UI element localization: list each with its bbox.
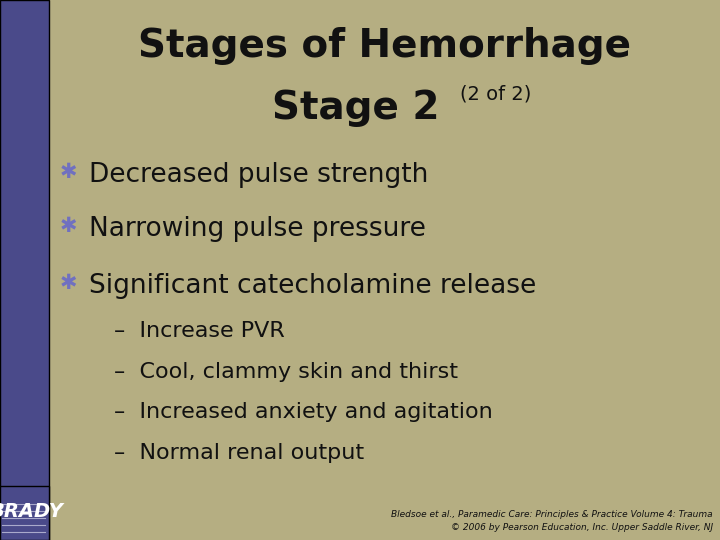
Text: –  Normal renal output: – Normal renal output [114, 443, 364, 463]
Text: Narrowing pulse pressure: Narrowing pulse pressure [89, 216, 426, 242]
Text: –  Increased anxiety and agitation: – Increased anxiety and agitation [114, 402, 492, 422]
Text: Decreased pulse strength: Decreased pulse strength [89, 162, 428, 188]
FancyBboxPatch shape [0, 486, 49, 540]
Text: –  Cool, clammy skin and thirst: – Cool, clammy skin and thirst [114, 362, 458, 382]
Text: (2 of 2): (2 of 2) [460, 85, 532, 104]
Text: Bledsoe et al., Paramedic Care: Principles & Practice Volume 4: Trauma: Bledsoe et al., Paramedic Care: Principl… [391, 510, 713, 519]
Text: Stage 2: Stage 2 [272, 89, 439, 127]
FancyBboxPatch shape [0, 0, 49, 540]
Text: © 2006 by Pearson Education, Inc. Upper Saddle River, NJ: © 2006 by Pearson Education, Inc. Upper … [451, 523, 713, 532]
Text: Significant catecholamine release: Significant catecholamine release [89, 273, 536, 299]
Text: ✱: ✱ [60, 216, 77, 236]
Text: BRADY: BRADY [0, 502, 64, 522]
Text: ✱: ✱ [60, 273, 77, 293]
Text: Stages of Hemorrhage: Stages of Hemorrhage [138, 27, 631, 65]
Text: ✱: ✱ [60, 162, 77, 182]
Text: –  Increase PVR: – Increase PVR [114, 321, 284, 341]
